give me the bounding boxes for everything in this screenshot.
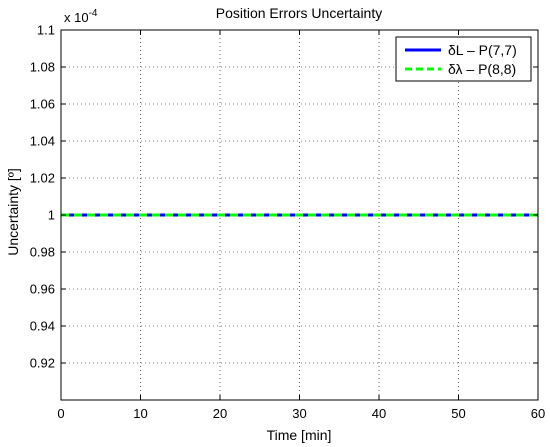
legend: δL – P(7,7) δλ – P(8,8): [395, 36, 532, 82]
y-multiplier-base: x 10: [64, 10, 89, 25]
y-multiplier-label: x 10-4: [64, 8, 98, 25]
legend-label-2: δλ – P(8,8): [448, 61, 516, 77]
y-tick-label: 1.1: [37, 23, 55, 38]
y-tick-label: 0.94: [30, 319, 55, 334]
x-tick-labels: 0 10 20 30 40 50 60: [57, 406, 545, 421]
y-tick-label: 0.98: [30, 245, 55, 260]
y-tick-label: 0.96: [30, 282, 55, 297]
y-tick-label: 0.92: [30, 356, 55, 371]
x-tick-label: 50: [451, 406, 465, 421]
x-tick-label: 60: [531, 406, 545, 421]
y-tick-label: 1.06: [30, 97, 55, 112]
y-tick-label: 1.08: [30, 60, 55, 75]
x-tick-label: 0: [57, 406, 64, 421]
x-tick-label: 10: [133, 406, 147, 421]
y-tick-label: 1.02: [30, 171, 55, 186]
x-tick-label: 20: [213, 406, 227, 421]
y-tick-label: 1: [48, 208, 55, 223]
legend-box: [395, 36, 532, 82]
ticks: [60, 29, 539, 400]
x-tick-label: 30: [292, 406, 306, 421]
y-tick-label: 1.04: [30, 134, 55, 149]
x-tick-label: 40: [372, 406, 386, 421]
x-axis-label: Time [min]: [267, 427, 332, 443]
svg-text:x 10-4: x 10-4: [64, 8, 98, 25]
y-tick-labels: 0.92 0.94 0.96 0.98 1 1.02 1.04 1.06 1.08 1.1: [30, 23, 55, 371]
legend-label-1: δL – P(7,7): [448, 42, 517, 58]
y-multiplier-exponent: -4: [89, 8, 98, 19]
y-axis-label: Uncertainty [º]: [5, 168, 21, 256]
chart-title: Position Errors Uncertainty: [216, 5, 383, 21]
